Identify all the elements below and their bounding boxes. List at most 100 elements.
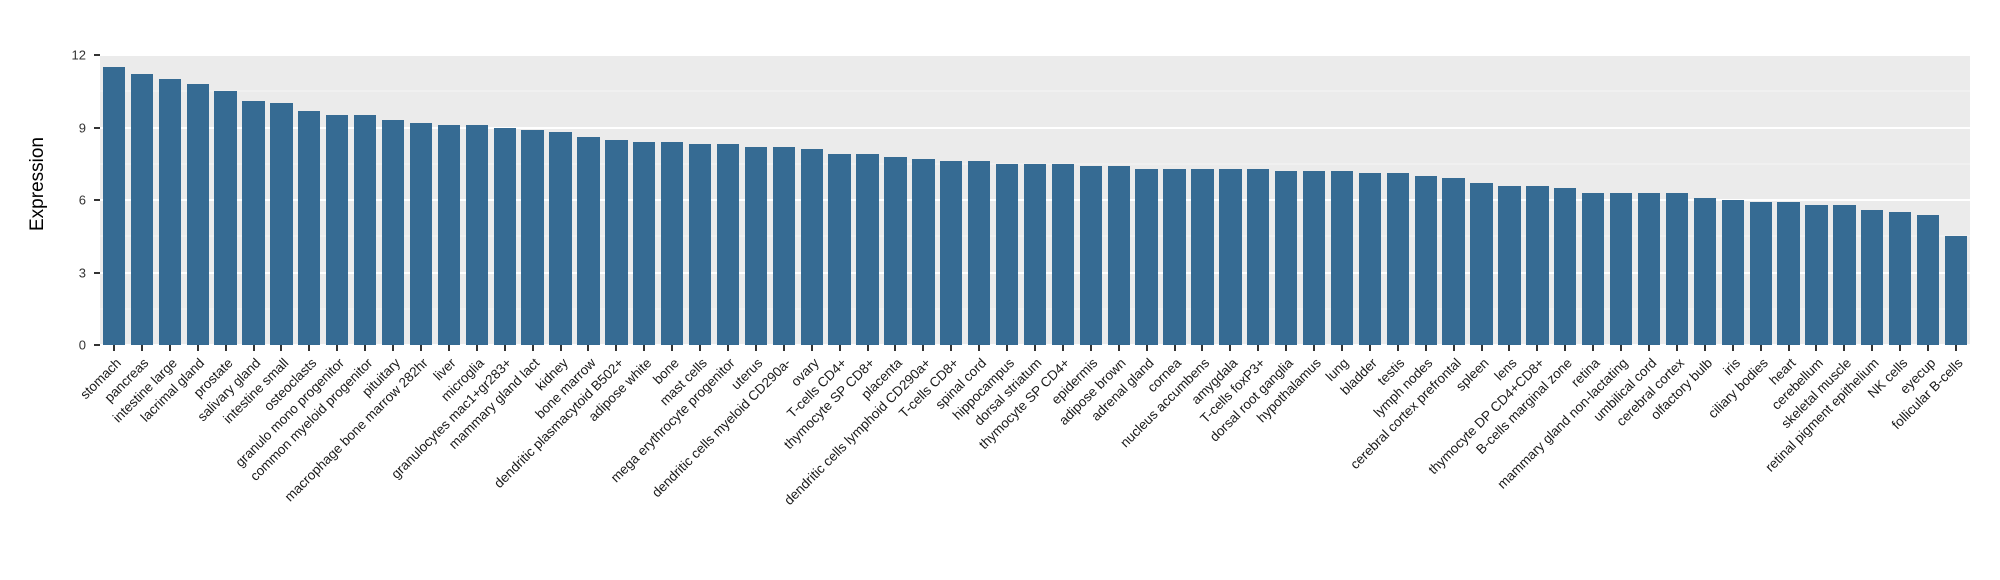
y-tick-label: 3 <box>78 265 86 280</box>
bar <box>605 139 628 345</box>
bar <box>298 110 321 345</box>
x-tick-mark <box>1508 345 1511 351</box>
bar <box>1637 192 1661 345</box>
bar <box>1135 168 1158 345</box>
x-tick-mark <box>112 345 115 351</box>
x-tick-mark <box>699 345 702 351</box>
x-tick-mark <box>1536 345 1539 351</box>
x-tick-mark <box>1815 345 1818 351</box>
x-tick-mark <box>1229 345 1232 351</box>
y-tick-label: 6 <box>78 192 86 208</box>
bar <box>1833 204 1856 345</box>
bar <box>1777 202 1800 345</box>
grid-major-line <box>100 54 1970 56</box>
bar <box>1191 168 1214 345</box>
bar <box>1721 200 1744 345</box>
bar <box>716 144 740 345</box>
bar <box>549 132 572 345</box>
bar <box>828 154 851 345</box>
bar <box>856 154 879 345</box>
x-tick-mark <box>587 345 590 351</box>
x-tick-mark <box>922 345 925 351</box>
bar <box>1944 236 1968 345</box>
bar <box>1498 185 1521 345</box>
x-tick-mark <box>1313 345 1316 351</box>
bar <box>437 125 461 345</box>
bar <box>968 161 991 345</box>
y-axis: 0 3 6 9 12 <box>0 49 100 352</box>
x-tick-mark <box>643 345 646 351</box>
y-tick-mark <box>94 271 100 274</box>
bar <box>1386 173 1409 345</box>
bar <box>1442 178 1465 345</box>
bar <box>465 125 488 345</box>
bar <box>130 74 154 345</box>
x-tick-mark <box>894 345 897 351</box>
bar <box>1219 168 1242 345</box>
bar <box>270 103 293 345</box>
x-tick-mark <box>252 345 255 351</box>
y-tick-mark <box>94 344 100 346</box>
x-tick-mark <box>280 345 283 351</box>
x-tick-mark <box>1620 345 1623 351</box>
x-tick-mark <box>1564 345 1567 351</box>
x-tick-mark <box>978 345 981 351</box>
x-tick-mark <box>1759 345 1762 351</box>
x-tick-mark <box>950 345 953 351</box>
x-tick-mark <box>392 345 395 351</box>
bar <box>1665 192 1689 345</box>
bar <box>577 137 600 345</box>
y-tick-label: 9 <box>78 120 86 135</box>
x-axis-tick-marks <box>100 345 1970 351</box>
grid-major-line <box>100 126 1970 129</box>
x-tick-mark <box>1145 345 1148 351</box>
x-tick-mark <box>1034 345 1036 351</box>
x-tick-mark <box>1843 345 1846 351</box>
bar <box>214 91 237 345</box>
x-tick-mark <box>364 345 367 351</box>
x-tick-mark <box>1648 345 1651 351</box>
bar <box>633 142 656 345</box>
bar <box>326 115 349 345</box>
y-tick-label: 0 <box>78 337 86 353</box>
x-tick-mark <box>503 345 506 351</box>
x-tick-mark <box>1424 345 1427 351</box>
plot-panel <box>100 54 1970 346</box>
bar <box>1302 171 1326 345</box>
x-tick-mark <box>1703 345 1706 351</box>
x-tick-mark <box>559 345 562 351</box>
x-tick-mark <box>1061 345 1064 351</box>
x-tick-mark <box>866 345 869 351</box>
bar <box>353 115 377 345</box>
x-tick-mark <box>1592 345 1595 351</box>
x-tick-mark <box>1927 345 1930 351</box>
bar <box>158 79 181 345</box>
bar <box>688 144 712 345</box>
x-axis-labels: stomach pancreas intestine large lacrimal g… <box>77 355 1970 576</box>
bar <box>381 120 405 345</box>
bar <box>912 158 935 345</box>
bar <box>1582 192 1605 345</box>
x-tick-mark <box>475 345 478 351</box>
bar <box>1275 171 1298 345</box>
x-tick-mark <box>782 345 785 351</box>
x-tick-mark <box>1675 345 1678 351</box>
grid-minor-line <box>100 90 1970 92</box>
x-tick-mark <box>1899 345 1902 351</box>
x-tick-mark <box>531 345 534 351</box>
x-tick-mark <box>810 345 813 351</box>
y-tick-label: 12 <box>71 47 86 63</box>
x-tick-mark <box>1117 345 1120 351</box>
x-tick-mark <box>1452 345 1455 351</box>
bar <box>661 142 684 345</box>
bar <box>1526 185 1549 345</box>
bar <box>940 161 963 345</box>
x-tick-mark <box>447 345 450 351</box>
bar <box>744 146 768 345</box>
x-tick-mark <box>224 345 227 351</box>
x-tick-mark <box>1341 345 1343 351</box>
bar <box>1609 192 1633 345</box>
x-tick-mark <box>336 345 339 351</box>
bar <box>102 67 126 345</box>
